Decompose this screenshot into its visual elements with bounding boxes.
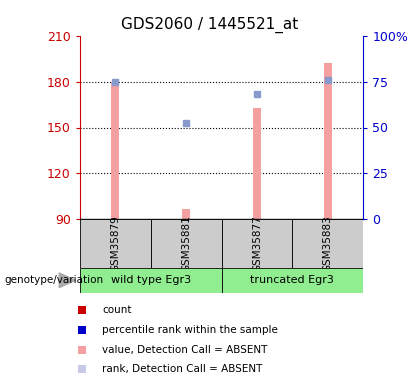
FancyBboxPatch shape [292,219,363,268]
Text: GSM35879: GSM35879 [110,215,120,272]
Text: genotype/variation: genotype/variation [4,275,103,285]
FancyBboxPatch shape [151,219,222,268]
FancyBboxPatch shape [80,219,151,268]
FancyBboxPatch shape [80,268,222,292]
Text: rank, Detection Call = ABSENT: rank, Detection Call = ABSENT [102,364,263,375]
FancyBboxPatch shape [222,268,363,292]
Bar [324,63,332,219]
Bar [182,209,190,219]
Text: GSM35881: GSM35881 [181,215,191,272]
Text: wild type Egr3: wild type Egr3 [110,275,191,285]
Text: GDS2060 / 1445521_at: GDS2060 / 1445521_at [121,17,299,33]
Bar [111,82,120,219]
Text: GSM35883: GSM35883 [323,215,333,272]
Text: truncated Egr3: truncated Egr3 [250,275,334,285]
Bar [253,108,261,219]
FancyBboxPatch shape [222,219,292,268]
Polygon shape [59,273,76,288]
Text: percentile rank within the sample: percentile rank within the sample [102,325,278,335]
Text: count: count [102,305,132,315]
Text: value, Detection Call = ABSENT: value, Detection Call = ABSENT [102,345,268,355]
Text: GSM35877: GSM35877 [252,215,262,272]
